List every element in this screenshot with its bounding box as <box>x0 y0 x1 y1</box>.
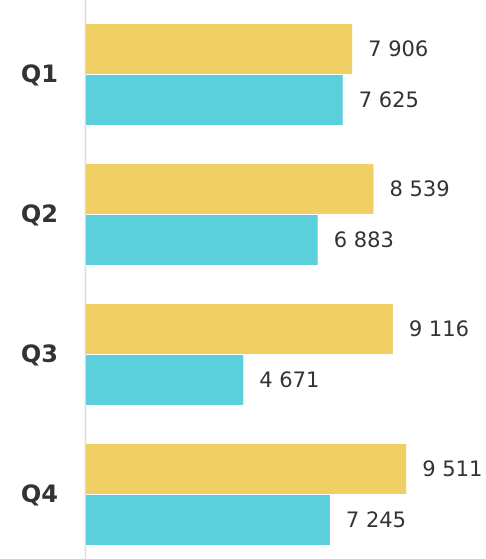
bar <box>86 355 244 405</box>
category-label: Q4 <box>21 480 58 508</box>
value-label: 9 511 <box>422 457 482 481</box>
bar <box>86 24 353 74</box>
value-label: 9 116 <box>409 317 469 341</box>
value-label: 7 245 <box>346 508 406 532</box>
value-label: 4 671 <box>259 368 319 392</box>
bar <box>86 495 330 545</box>
value-label: 8 539 <box>389 177 449 201</box>
category-label: Q1 <box>21 60 58 88</box>
bar <box>86 164 374 214</box>
bar <box>86 75 343 125</box>
bar <box>86 304 393 354</box>
bar <box>86 215 318 265</box>
value-label: 6 883 <box>334 228 394 252</box>
value-label: 7 906 <box>368 37 428 61</box>
value-label: 7 625 <box>359 88 419 112</box>
category-label: Q3 <box>21 340 58 368</box>
category-label: Q2 <box>21 200 58 228</box>
bar <box>86 444 407 494</box>
